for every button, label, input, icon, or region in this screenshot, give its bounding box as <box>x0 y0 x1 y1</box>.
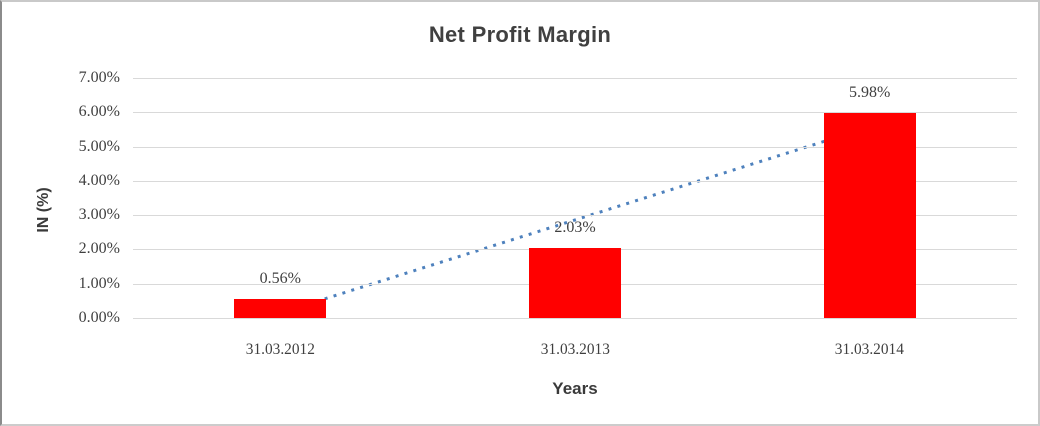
y-tick-label: 2.00% <box>78 240 120 258</box>
x-tick-label: 31.03.2012 <box>245 341 315 358</box>
gridline <box>133 180 1017 182</box>
y-tick-label: 4.00% <box>78 171 120 189</box>
x-tick-label: 31.03.2014 <box>835 341 905 358</box>
y-tick-label: 1.00% <box>78 274 120 292</box>
gridline <box>133 318 1017 319</box>
x-tick-label: 31.03.2013 <box>540 341 610 358</box>
x-axis-title: Years <box>552 379 598 398</box>
bar <box>823 112 916 318</box>
data-label: 5.98% <box>848 83 891 101</box>
gridline <box>133 78 1017 79</box>
bar <box>234 298 327 318</box>
bar <box>529 248 621 318</box>
y-tick-label: 5.00% <box>78 137 120 155</box>
chart-title: Net Profit Margin <box>428 22 612 47</box>
y-tick-label: 3.00% <box>78 206 120 224</box>
y-tick-label: 0.00% <box>78 309 120 326</box>
data-label: 0.56% <box>259 269 301 287</box>
gridline <box>133 112 1017 114</box>
y-tick-label: 7.00% <box>78 69 120 86</box>
linear-trendline <box>279 125 871 315</box>
y-tick-label: 6.00% <box>78 103 120 121</box>
gridline <box>133 215 1017 217</box>
data-label: 2.03% <box>554 219 596 237</box>
plot-area: 0.56% 2.03% 5.98% <box>133 78 1017 319</box>
gridline <box>133 146 1017 148</box>
